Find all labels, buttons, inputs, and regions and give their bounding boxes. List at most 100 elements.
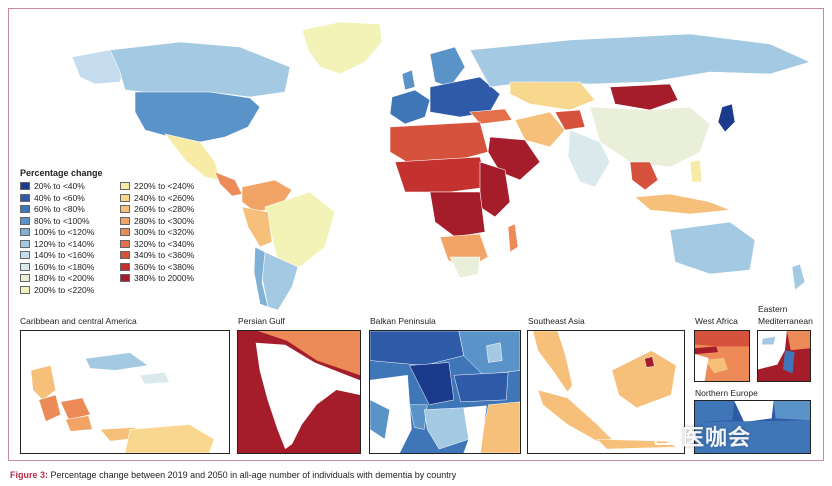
- water-aegean: [463, 405, 487, 453]
- region-japan: [717, 103, 736, 133]
- legend-item: 20% to <40%: [20, 181, 120, 192]
- region-guatemala: [38, 394, 61, 422]
- legend-swatch: [120, 182, 130, 191]
- legend-grid: 20% to <40% 220% to <240% 40% to <60% 240% …: [20, 181, 230, 295]
- inset-caribbean: [20, 330, 230, 454]
- region-hispaniola: [139, 372, 170, 385]
- region-peru-bolivia: [241, 206, 273, 248]
- region-scandinavia: [429, 46, 466, 88]
- legend-swatch: [20, 193, 30, 202]
- legend-label: 320% to <340%: [134, 238, 195, 249]
- world-map: [71, 21, 811, 311]
- legend-title: Percentage change: [20, 168, 103, 178]
- legend-label: 80% to <100%: [34, 215, 90, 226]
- region-greece: [423, 407, 469, 450]
- region-bulgaria: [453, 372, 509, 403]
- inset-title-caribbean: Caribbean and central America: [20, 316, 137, 326]
- legend-swatch: [120, 216, 130, 225]
- legend-item: 160% to <180%: [20, 262, 120, 273]
- legend-label: 140% to <160%: [34, 250, 95, 261]
- region-canada: [109, 41, 291, 98]
- figure-label: Figure 3:: [10, 470, 49, 480]
- legend-label: 160% to <180%: [34, 261, 95, 272]
- legend-item: 300% to <320%: [120, 227, 230, 238]
- inset-eastern-med: [757, 330, 811, 382]
- region-moldova: [486, 342, 503, 363]
- water-baltic: [734, 401, 774, 423]
- legend-item: 320% to <340%: [120, 239, 230, 250]
- region-south-africa: [449, 256, 481, 279]
- legend-label: 200% to <220%: [34, 284, 95, 295]
- region-guinea-bissau: [704, 357, 728, 374]
- region-hungary: [370, 331, 465, 366]
- watermark-text: 医咖会: [682, 425, 752, 450]
- region-iran-inset: [257, 331, 360, 376]
- legend-item: 340% to <360%: [120, 250, 230, 261]
- water-atlantic: [695, 354, 709, 381]
- legend-swatch: [20, 182, 30, 191]
- watermark-logo-icon: [654, 426, 674, 445]
- legend-item: 100% to <120%: [20, 227, 120, 238]
- region-indonesia: [634, 193, 731, 215]
- inset-title-west-africa: West Africa: [695, 316, 738, 326]
- legend-item: 80% to <100%: [20, 216, 120, 227]
- legend-label: 20% to <40%: [34, 181, 85, 192]
- legend-swatch: [20, 239, 30, 248]
- legend-swatch: [20, 216, 30, 225]
- region-sweden-south: [773, 401, 810, 421]
- legend-item: 140% to <160%: [20, 250, 120, 261]
- region-afghanistan: [554, 109, 586, 131]
- region-turkey: [469, 108, 513, 125]
- region-philippines: [689, 159, 703, 183]
- legend: Percentage change 20% to <40% 220% to <24…: [20, 168, 230, 295]
- region-india: [567, 129, 611, 188]
- region-brazil: [264, 191, 336, 268]
- region-colombia-inset: [124, 424, 215, 453]
- inset-title-persian-gulf: Persian Gulf: [238, 316, 285, 326]
- region-uk: [401, 69, 416, 91]
- legend-label: 360% to <380%: [134, 261, 195, 272]
- inset-title-balkan: Balkan Peninsula: [370, 316, 436, 326]
- region-israel: [783, 350, 795, 374]
- inset-balkan: [369, 330, 521, 454]
- region-italy-heel: [370, 399, 391, 440]
- region-chile: [253, 246, 269, 308]
- legend-item: 180% to <200%: [20, 273, 120, 284]
- legend-swatch: [20, 262, 30, 271]
- region-madagascar: [507, 223, 519, 253]
- water-gulf: [255, 342, 360, 450]
- region-denmark: [695, 401, 735, 423]
- region-borneo: [611, 350, 677, 409]
- legend-item: 220% to <240%: [120, 181, 230, 192]
- region-mongolia: [609, 83, 679, 111]
- legend-label: 220% to <240%: [134, 181, 195, 192]
- legend-item: 240% to <260%: [120, 193, 230, 204]
- legend-swatch: [120, 205, 130, 214]
- region-serbia: [409, 362, 455, 406]
- legend-label: 280% to <300%: [134, 215, 195, 226]
- caption-text: Percentage change between 2019 and 2050 …: [50, 470, 457, 480]
- legend-label: 60% to <80%: [34, 204, 85, 215]
- legend-swatch: [120, 193, 130, 202]
- region-brunei: [644, 356, 655, 368]
- legend-swatch: [20, 285, 30, 294]
- legend-swatch: [20, 205, 30, 214]
- region-nicaragua: [65, 415, 93, 432]
- region-gambia: [695, 346, 719, 355]
- region-central-africa: [429, 191, 486, 238]
- region-albania: [409, 404, 428, 430]
- region-iran: [514, 111, 566, 148]
- region-germany-north: [695, 420, 810, 453]
- region-malay-peninsula: [532, 331, 573, 393]
- region-kazakhstan: [509, 81, 596, 111]
- region-indochina: [629, 161, 659, 191]
- region-usa: [134, 91, 261, 143]
- legend-label: 260% to <280%: [134, 204, 195, 215]
- legend-label: 300% to <320%: [134, 227, 195, 238]
- inset-persian-gulf: [237, 330, 361, 454]
- inset-title-northern-europe: Northern Europe: [695, 388, 758, 398]
- region-senegal: [695, 331, 749, 347]
- region-sumatra: [537, 389, 613, 442]
- region-honduras: [60, 397, 91, 420]
- region-cyprus: [761, 336, 776, 345]
